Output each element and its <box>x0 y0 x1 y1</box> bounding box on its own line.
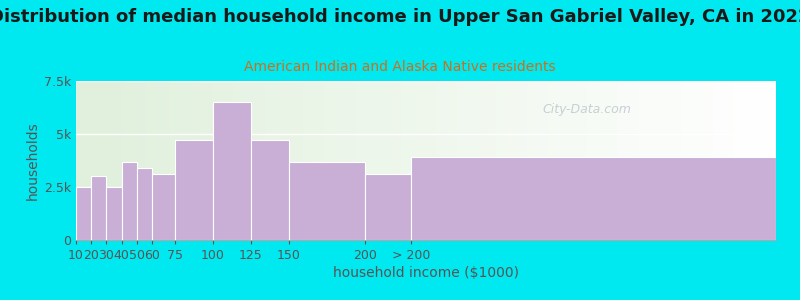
Text: City-Data.com: City-Data.com <box>542 103 631 116</box>
Bar <box>152 174 175 240</box>
Bar <box>251 140 289 240</box>
Text: American Indian and Alaska Native residents: American Indian and Alaska Native reside… <box>244 60 556 74</box>
Bar <box>106 187 122 240</box>
Bar <box>410 157 776 240</box>
Bar <box>289 162 365 240</box>
X-axis label: household income ($1000): household income ($1000) <box>333 266 519 280</box>
Text: Distribution of median household income in Upper San Gabriel Valley, CA in 2022: Distribution of median household income … <box>0 8 800 26</box>
Bar <box>76 187 91 240</box>
Bar <box>122 162 137 240</box>
Bar <box>213 102 251 240</box>
Bar <box>137 168 152 240</box>
Bar <box>175 140 213 240</box>
Y-axis label: households: households <box>26 121 40 200</box>
Bar <box>365 174 410 240</box>
Bar <box>91 176 106 240</box>
